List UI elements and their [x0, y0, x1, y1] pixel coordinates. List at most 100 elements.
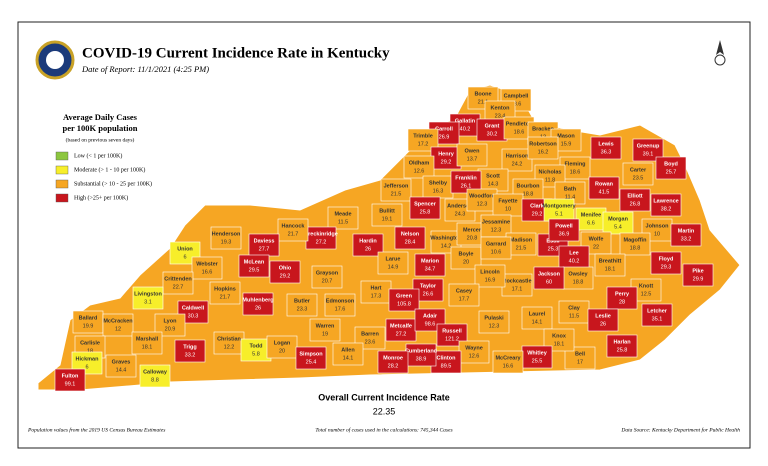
county-value: 121.2 [445, 336, 459, 342]
county-name: Laurel [529, 311, 546, 317]
county-value: 89.5 [441, 363, 452, 369]
county-name: Crittenden [164, 276, 192, 282]
county-name: Hopkins [214, 286, 236, 292]
county [191, 256, 223, 280]
county-value: 19 [322, 331, 328, 337]
county-value: 29.2 [280, 273, 291, 279]
county-value: 26.1 [461, 183, 472, 189]
county-value: 26 [365, 246, 371, 252]
county [562, 266, 594, 290]
county-name: Garrard [486, 241, 506, 247]
county-name: Casey [456, 288, 473, 294]
county [575, 207, 607, 231]
county-name: Daviess [254, 238, 275, 244]
county-value: 26.8 [630, 201, 641, 207]
county-name: Hardin [359, 238, 377, 244]
county-value: 16.6 [202, 269, 213, 275]
county-value: 26 [600, 321, 606, 327]
county [385, 318, 417, 342]
county-name: Webster [196, 261, 218, 267]
county-name: Perry [615, 291, 630, 297]
county-name: Graves [112, 359, 131, 365]
legend-swatch [55, 165, 69, 175]
county-value: 25.4 [306, 359, 317, 365]
county-value: 18.8 [630, 245, 641, 251]
county-value: 24.2 [512, 161, 523, 167]
counties: Boone21.1Campbell18.6Kenton23.4Gallatin4… [54, 86, 714, 392]
county [71, 351, 103, 375]
county-value: 60 [546, 279, 552, 285]
county [154, 313, 186, 337]
county [72, 310, 104, 334]
county-name: Oldham [409, 160, 430, 166]
county [305, 226, 337, 250]
county-name: Edmonson [326, 298, 355, 304]
county [492, 350, 524, 374]
county-name: Magoffin [624, 237, 648, 243]
county [448, 283, 480, 307]
county-value: 6.6 [587, 220, 595, 226]
county-value: 41.5 [599, 189, 610, 195]
county-value: 25.5 [532, 358, 543, 364]
county-name: Lincoln [480, 269, 500, 275]
county-value: 12.2 [224, 344, 235, 350]
county-name: Lee [569, 250, 578, 256]
county-name: Mason [557, 133, 575, 139]
county-name: Johnson [646, 223, 670, 229]
county-name: Harlan [613, 339, 631, 345]
compass-arrow [716, 40, 724, 55]
county-name: Martin [678, 228, 695, 234]
county-name: Bath [564, 186, 577, 192]
county-value: 38.2 [661, 206, 672, 212]
county-name: Clark [530, 203, 545, 209]
county [403, 155, 435, 179]
county-value: 11.4 [565, 194, 575, 200]
county-value: 40.2 [460, 126, 471, 132]
county-name: Montgomery [543, 203, 577, 209]
county [277, 218, 309, 242]
county-name: Trigg [183, 344, 196, 350]
legend-swatch [55, 193, 69, 203]
county-name: Harrison [506, 153, 529, 159]
county [450, 170, 482, 194]
county-value: 18.1 [554, 341, 565, 347]
summary-label: Overall Current Incidence Rate [318, 392, 450, 402]
county-name: Simpson [299, 351, 323, 357]
county-value: 22.7 [173, 284, 184, 290]
county-value: 12.6 [469, 353, 480, 359]
county [533, 266, 565, 290]
county-name: Jackson [538, 271, 561, 277]
county-name: Trimble [413, 133, 433, 139]
county [266, 335, 298, 359]
county-value: 28.2 [388, 363, 399, 369]
county-name: Christian [217, 336, 241, 342]
county-name: Caldwell [182, 305, 205, 311]
county-value: 40.2 [569, 258, 580, 264]
county-value: 10 [654, 231, 660, 237]
county [527, 136, 559, 160]
county-value: 11.5 [338, 219, 348, 225]
county [238, 254, 270, 278]
county-value: 14.1 [532, 319, 543, 325]
county [405, 343, 437, 367]
county-value: 39.1 [643, 151, 654, 157]
county [409, 196, 441, 220]
county [324, 293, 356, 317]
county-name: Grayson [316, 270, 339, 276]
county-name: Union [177, 246, 193, 252]
county-value: 29.3 [661, 264, 672, 270]
county-name: McLean [244, 259, 265, 265]
compass-ring [714, 54, 726, 66]
legend-swatch [55, 179, 69, 189]
county-value: 17.2 [418, 141, 429, 147]
county-name: Livingston [134, 291, 162, 297]
county [480, 236, 512, 260]
county [458, 340, 490, 364]
county-name: Robertson [529, 141, 557, 147]
county-name: Larue [386, 256, 401, 262]
county-value: 29.2 [532, 211, 543, 217]
county [436, 323, 468, 347]
county-value: 14.9 [388, 264, 399, 270]
county [602, 211, 634, 235]
county [286, 293, 318, 317]
